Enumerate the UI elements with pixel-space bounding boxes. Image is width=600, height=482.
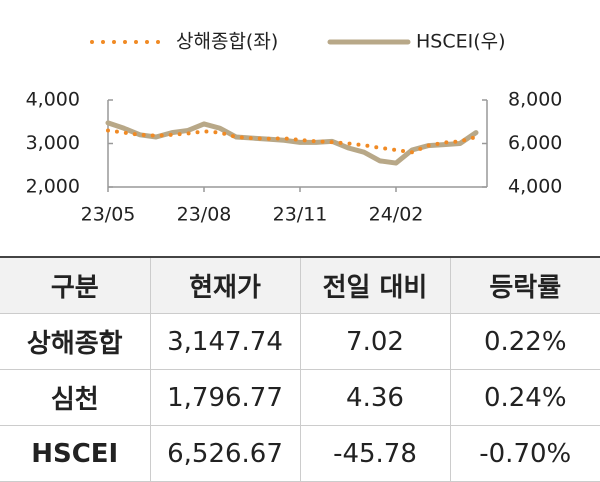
table-cell: -45.78 <box>299 425 450 482</box>
header-cell: 현재가 <box>149 256 300 314</box>
x-tick-label: 23/08 <box>177 204 232 226</box>
y-tick-label: 4,000 <box>26 89 80 111</box>
table-cell: 6,526.67 <box>149 425 300 482</box>
table-cell: 상해종합 <box>0 313 150 370</box>
table-cell: 1,796.77 <box>149 369 300 426</box>
x-tick-label: 23/11 <box>273 204 328 226</box>
series-line <box>105 120 479 166</box>
series-line <box>106 128 478 155</box>
y-tick-label: 2,000 <box>26 176 80 198</box>
chart: 2,000 3,000 4,000 4,000 6,000 8,000 23/05 23/08… <box>26 31 563 226</box>
table-row: 상해종합 3,147.74 7.02 0.22% <box>0 313 600 370</box>
y2-tick-label: 4,000 <box>508 176 562 198</box>
y2-tick-label: 6,000 <box>508 132 562 154</box>
y-tick-label: 3,000 <box>26 132 80 154</box>
x-tick-label: 24/02 <box>369 204 424 226</box>
table-cell: 0.24% <box>449 369 600 426</box>
x-tick-label: 23/05 <box>81 204 136 226</box>
table-row: 심천 1,796.77 4.36 0.24% <box>0 369 600 426</box>
table-cell: 0.22% <box>449 313 600 370</box>
table-cell: 심천 <box>0 369 150 426</box>
table-cell: 4.36 <box>299 369 450 426</box>
header-cell: 구분 <box>0 256 150 314</box>
table-row: HSCEI 6,526.67 -45.78 -0.70% <box>0 425 600 482</box>
table-cell: 3,147.74 <box>149 313 300 370</box>
data-table: 구분 현재가 전일 대비 등락률 상해종합 3,147.74 7.02 0.22% 심천 1,79… <box>0 256 600 482</box>
table-cell: -0.70% <box>449 425 600 482</box>
y2-tick-label: 8,000 <box>508 89 562 111</box>
legend-label: HSCEI(우) <box>416 31 506 53</box>
legend-label: 상해종합(좌) <box>176 31 278 53</box>
header-cell: 등락률 <box>449 256 600 314</box>
header-cell: 전일 대비 <box>299 256 450 314</box>
table-cell: HSCEI <box>0 425 150 482</box>
table-cell: 7.02 <box>299 313 450 370</box>
